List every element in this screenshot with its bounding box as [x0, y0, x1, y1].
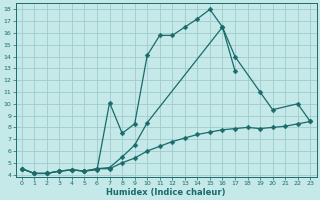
X-axis label: Humidex (Indice chaleur): Humidex (Indice chaleur): [106, 188, 226, 197]
